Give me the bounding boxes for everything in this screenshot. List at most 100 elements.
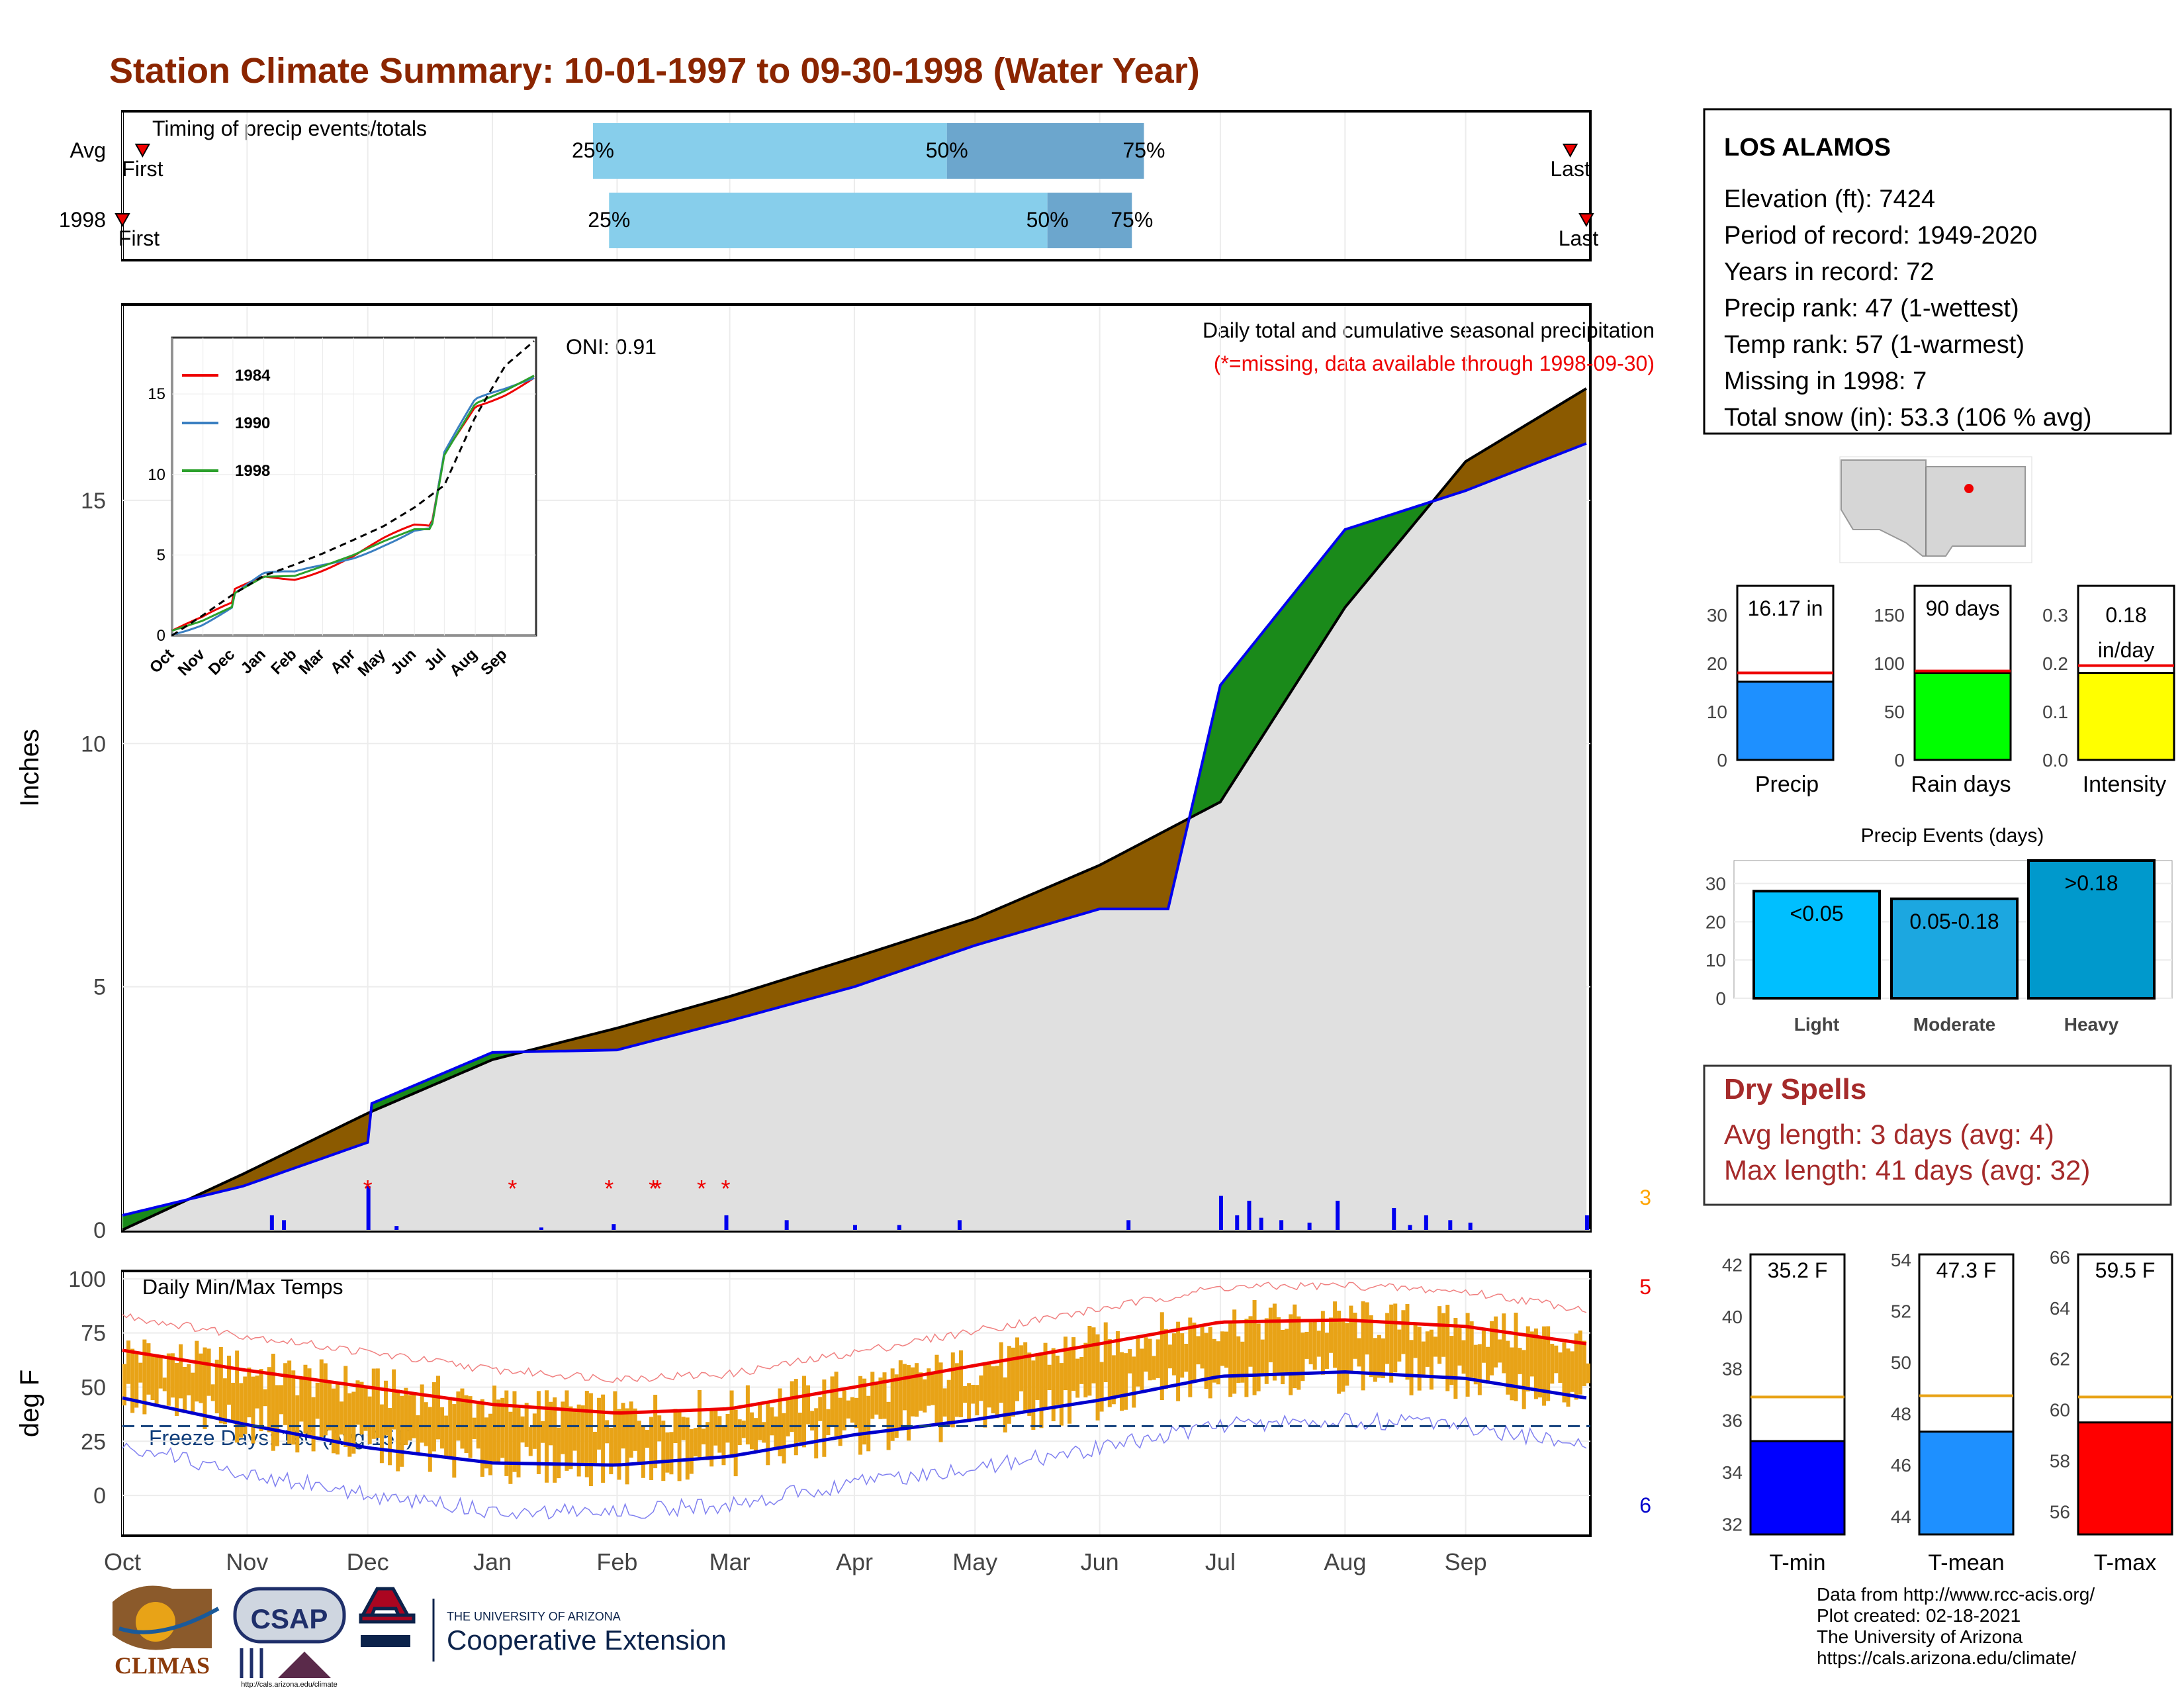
daily-temp-bar — [770, 1407, 774, 1436]
daily-temp-bar — [1043, 1342, 1048, 1409]
daily-temp-bar — [516, 1407, 521, 1477]
month-label: Nov — [226, 1548, 268, 1575]
summary-bar-value: in/day — [2098, 638, 2154, 662]
daily-temp-bar — [1281, 1330, 1285, 1385]
daily-temp-bar — [271, 1354, 275, 1451]
daily-temp-bar — [1574, 1333, 1578, 1400]
daily-temp-bar — [255, 1376, 259, 1409]
daily-temp-bar — [226, 1355, 231, 1405]
daily-temp-bar — [1445, 1305, 1450, 1391]
temp-summary-label: T-max — [2094, 1550, 2156, 1575]
daily-temp-bar — [375, 1368, 380, 1438]
daily-temp-bar — [1132, 1356, 1136, 1408]
daily-temp-bar — [199, 1353, 203, 1403]
temp-count-min: 6 — [1639, 1493, 1651, 1517]
daily-temp-bar — [179, 1344, 183, 1399]
daily-temp-bar — [319, 1359, 324, 1438]
daily-temp-bar — [1357, 1338, 1361, 1367]
daily-temp-bar — [355, 1380, 360, 1425]
summary-bar-ytick: 0.2 — [2042, 653, 2068, 674]
daily-temp-bar — [1285, 1329, 1289, 1374]
events-bar-label: Heavy — [2064, 1014, 2119, 1035]
daily-temp-bar — [653, 1395, 658, 1469]
climas-logo: CLIMAS — [113, 1585, 220, 1679]
locator-map — [1839, 456, 2032, 563]
footer-line: The University of Arizona — [1817, 1626, 2023, 1647]
daily-temp-bar — [235, 1350, 240, 1443]
station-line: Precip rank: 47 (1-wettest) — [1724, 295, 2019, 322]
inset-legend-label: 1998 — [235, 462, 270, 480]
daily-temp-bar — [1003, 1377, 1007, 1432]
temp-summary-ytick: 34 — [1722, 1462, 1743, 1483]
daily-temp-bar — [822, 1379, 827, 1457]
daily-temp-bar — [749, 1412, 754, 1450]
station-line: Missing in 1998: 7 — [1724, 367, 1927, 395]
daily-temp-bar — [484, 1417, 488, 1469]
station-info-box: LOS ALAMOS Elevation (ft): 7424 Period o… — [1703, 108, 2172, 435]
daily-temp-bar — [605, 1420, 610, 1444]
missing-note: (*=missing, data available through 1998-… — [1214, 352, 1655, 375]
daily-temp-bar — [1457, 1327, 1462, 1366]
daily-temp-bar — [1570, 1351, 1574, 1392]
daily-temp-bar — [166, 1353, 171, 1406]
daily-temp-bar — [496, 1399, 501, 1465]
daily-temp-bar — [545, 1390, 549, 1483]
daily-temp-bar — [1196, 1336, 1201, 1365]
daily-temp-bar — [1152, 1356, 1156, 1380]
daily-temp-bar — [162, 1378, 167, 1391]
daily-temp-bar — [1184, 1344, 1189, 1372]
daily-temp-bar — [1578, 1330, 1582, 1395]
daily-temp-bar — [130, 1348, 135, 1413]
daily-temp-bar — [830, 1376, 835, 1427]
daily-temp-bar — [1405, 1304, 1410, 1380]
daily-temp-bar — [617, 1409, 621, 1480]
daily-precip-bar — [784, 1220, 789, 1230]
daily-temp-bar — [1051, 1348, 1056, 1422]
daily-temp-bar — [1308, 1322, 1313, 1364]
daily-temp-bar — [1124, 1353, 1128, 1410]
footer-line: Data from http://www.rcc-acis.org/ — [1817, 1584, 2095, 1605]
daily-temp-bar — [1083, 1342, 1088, 1397]
daily-temp-bar — [239, 1383, 244, 1438]
timing-row-label: Avg — [69, 138, 106, 162]
record-high-line — [122, 1282, 1587, 1383]
daily-temp-bar — [782, 1413, 786, 1464]
daily-temp-bar — [685, 1417, 690, 1480]
daily-temp-bar — [549, 1401, 553, 1446]
summary-bar-intensity — [2077, 672, 2175, 761]
daily-precip-bar — [269, 1215, 274, 1230]
temp-summary-bar — [1749, 1440, 1846, 1536]
daily-temp-bar — [1091, 1327, 1096, 1383]
month-label: Aug — [1324, 1548, 1366, 1575]
daily-temp-bar — [404, 1387, 408, 1445]
daily-temp-bar — [553, 1397, 557, 1483]
station-line: Temp rank: 57 (1-warmest) — [1724, 331, 2025, 359]
first-event-marker — [134, 144, 151, 158]
daily-temp-bar — [1272, 1303, 1277, 1381]
daily-temp-bar — [1063, 1336, 1068, 1391]
inset-ytick: 5 — [157, 546, 165, 564]
daily-precip-bar — [1247, 1200, 1251, 1230]
daily-temp-bar — [452, 1404, 457, 1478]
timing-bar-25-50 — [609, 193, 1048, 248]
daily-temp-bar — [1156, 1339, 1160, 1378]
events-bar — [1890, 897, 2019, 1000]
daily-temp-bar — [1095, 1334, 1100, 1421]
daily-temp-bar — [729, 1390, 734, 1458]
daily-temp-bar — [797, 1413, 802, 1442]
daily-temp-bar — [557, 1427, 561, 1479]
daily-temp-bar — [1059, 1363, 1064, 1426]
daily-temp-bar — [649, 1417, 654, 1480]
cumulative-actual-line — [122, 442, 1587, 1217]
inset-series-line — [171, 375, 535, 632]
daily-temp-bar — [396, 1389, 400, 1472]
daily-precip-bar — [1235, 1215, 1240, 1230]
daily-temp-bar — [967, 1383, 972, 1423]
timing-bar-50-75 — [946, 123, 1144, 179]
daily-temp-bar — [1385, 1313, 1390, 1364]
daily-precip-bar — [852, 1225, 857, 1230]
daily-temp-bar — [931, 1373, 935, 1405]
timing-p25: 25% — [572, 138, 614, 162]
daily-temp-bar — [946, 1380, 951, 1427]
